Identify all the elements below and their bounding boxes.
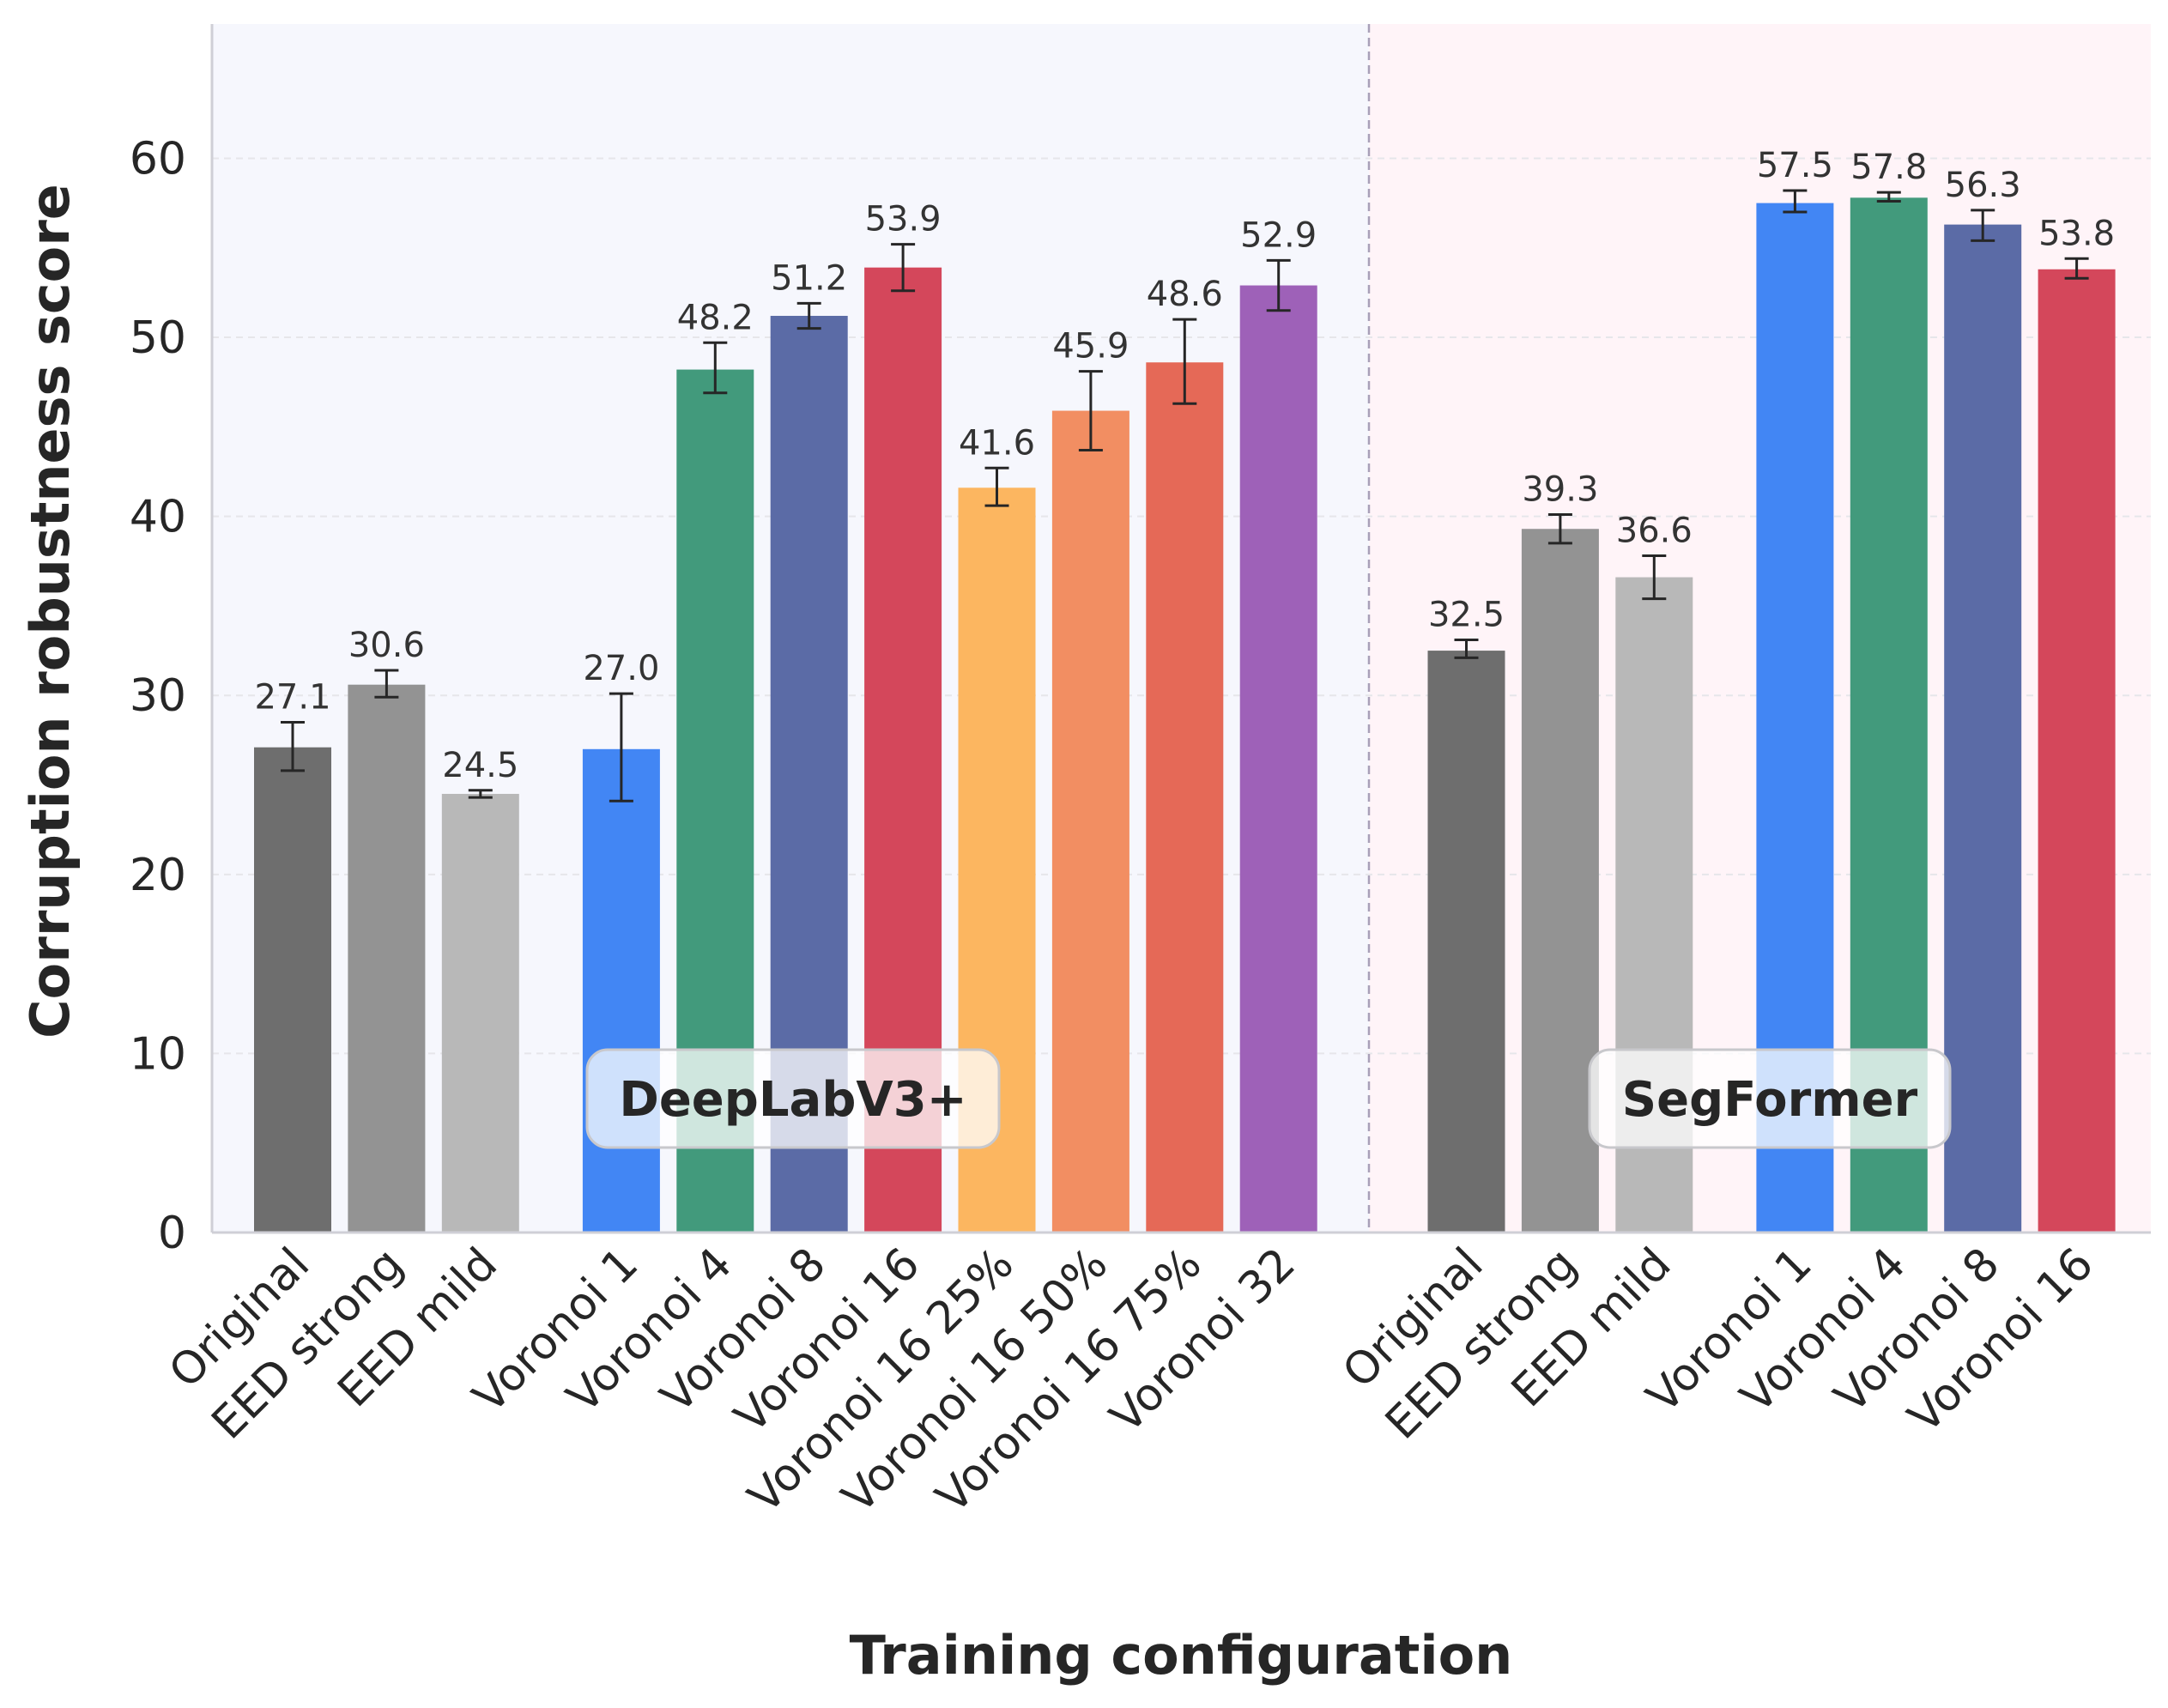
group-label-box-0 — [585, 1048, 1001, 1149]
bar-0-0 — [254, 747, 331, 1233]
bar-0-9 — [1146, 362, 1224, 1233]
bar-0-2 — [441, 793, 519, 1233]
y-tick-label: 20 — [130, 850, 186, 901]
bar-1-1 — [1521, 529, 1599, 1233]
x-axis-title: Training configuration — [850, 1624, 1513, 1687]
value-label-1-6: 53.8 — [2038, 214, 2115, 253]
value-label-0-4: 48.2 — [677, 298, 754, 337]
y-tick-label: 50 — [130, 312, 186, 364]
y-axis-title: Corruption robustness score — [19, 184, 82, 1039]
bar-0-10 — [1239, 285, 1317, 1233]
value-label-1-4: 57.8 — [1850, 148, 1927, 187]
group-label-1: SegFormer — [1622, 1072, 1918, 1128]
bar-0-8 — [1051, 410, 1129, 1233]
value-label-1-1: 39.3 — [1522, 470, 1598, 510]
bar-1-6 — [2038, 269, 2116, 1233]
value-label-0-5: 51.2 — [771, 258, 847, 298]
value-label-1-0: 32.5 — [1428, 596, 1505, 635]
value-label-0-8: 45.9 — [1052, 327, 1129, 366]
y-tick-label: 40 — [130, 492, 186, 543]
value-label-0-3: 27.0 — [583, 649, 659, 688]
value-label-0-10: 52.9 — [1240, 215, 1317, 255]
y-tick-label: 0 — [158, 1208, 186, 1259]
y-tick-label: 60 — [130, 133, 186, 185]
bar-0-3 — [582, 748, 660, 1233]
value-label-0-6: 53.9 — [865, 200, 942, 239]
value-label-1-5: 56.3 — [1945, 166, 2021, 205]
bar-1-5 — [1944, 224, 2022, 1233]
value-label-0-9: 48.6 — [1147, 275, 1223, 314]
bar-1-0 — [1427, 651, 1505, 1233]
error-bars — [281, 189, 2089, 803]
y-tick-label: 10 — [130, 1028, 186, 1080]
bar-0-1 — [348, 684, 426, 1233]
y-tick-labels: 0 10 20 30 40 50 60 — [130, 133, 186, 1259]
value-label-0-0: 27.1 — [254, 678, 330, 718]
group-label-box-1 — [1588, 1048, 1952, 1149]
value-label-1-3: 57.5 — [1757, 146, 1833, 185]
value-label-0-2: 24.5 — [442, 746, 518, 785]
value-label-0-7: 41.6 — [959, 423, 1035, 463]
value-label-1-2: 36.6 — [1616, 512, 1693, 551]
group-label-0: DeepLabV3+ — [619, 1072, 966, 1128]
y-tick-label: 30 — [130, 670, 186, 722]
group-labels: DeepLabV3+ SegFormer — [585, 1048, 1952, 1149]
axes — [210, 24, 2151, 1234]
value-labels: 27.1 30.6 24.5 27.0 48.2 51.2 53.9 41.6 45.9 48.6… — [254, 146, 2115, 785]
value-label-0-1: 30.6 — [348, 626, 425, 665]
